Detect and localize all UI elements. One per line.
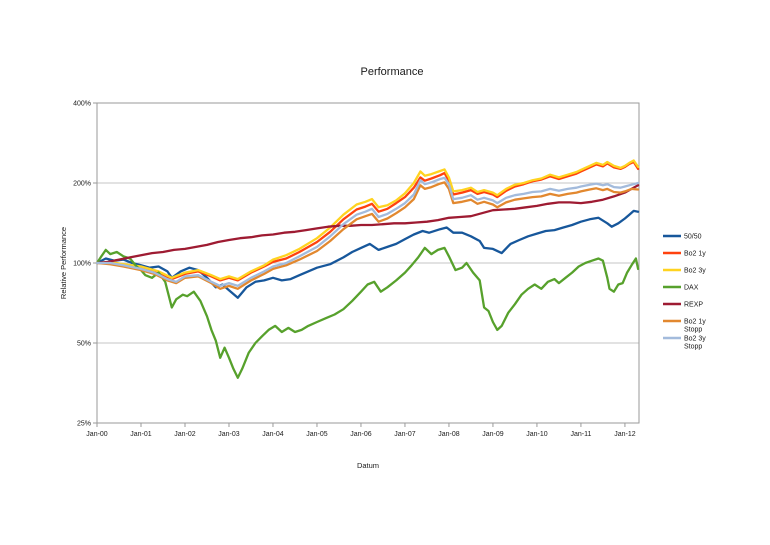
data-series [95,159,640,379]
series-line-bo2-3y-stopp [95,176,640,288]
series-line-bo2-3y [95,159,640,281]
x-tick-label: Jan-04 [262,431,284,438]
y-tick-label: 200% [73,181,91,188]
legend-label: REXP [684,302,703,309]
x-tick-label: Jan-02 [174,431,196,438]
legend-label: Bo2 1y [684,251,706,258]
y-axis-title: Relative Performance [59,227,68,299]
gridlines [97,182,639,344]
series-line-50-50 [95,209,640,299]
x-tick-label: Jan-01 [130,431,152,438]
legend-label: 50/50 [684,234,702,241]
x-tick-label: Jan-11 [570,431,591,438]
x-tick-label: Jan-07 [394,431,416,438]
x-tick-label: Jan-05 [306,431,328,438]
x-tick-label: Jan-09 [482,431,504,438]
x-tick-label: Jan-03 [218,431,240,438]
x-tick-label: Jan-10 [526,431,548,438]
y-tick-label: 50% [77,341,91,348]
series-line-bo2-1y [95,160,640,282]
series-line-bo2-1y-stopp [95,181,640,290]
legend-label: Bo2 1y [684,319,706,326]
x-axis-title: Datum [357,461,379,470]
x-tick-label: Jan-06 [350,431,372,438]
series-line-rexp [95,184,640,265]
legend-label: DAX [684,285,699,292]
y-tick-label: 100% [73,261,91,268]
chart-title: Performance [361,66,424,78]
x-tick-label: Jan-00 [86,431,108,438]
y-tick-label: 400% [73,101,91,108]
legend-label: Stopp [684,327,702,334]
y-tick-label: 25% [77,421,91,428]
axes: 400% 200% 100% 50% 25% Jan-00 Jan-01 Jan-02 Jan-… [73,101,640,438]
legend-label: Bo2 3y [684,336,706,343]
legend-label: Bo2 3y [684,268,706,275]
legend-label: Stopp [684,344,702,351]
x-tick-label: Jan-08 [438,431,460,438]
x-tick-label: Jan-12 [614,431,636,438]
series-line-dax [95,246,640,379]
